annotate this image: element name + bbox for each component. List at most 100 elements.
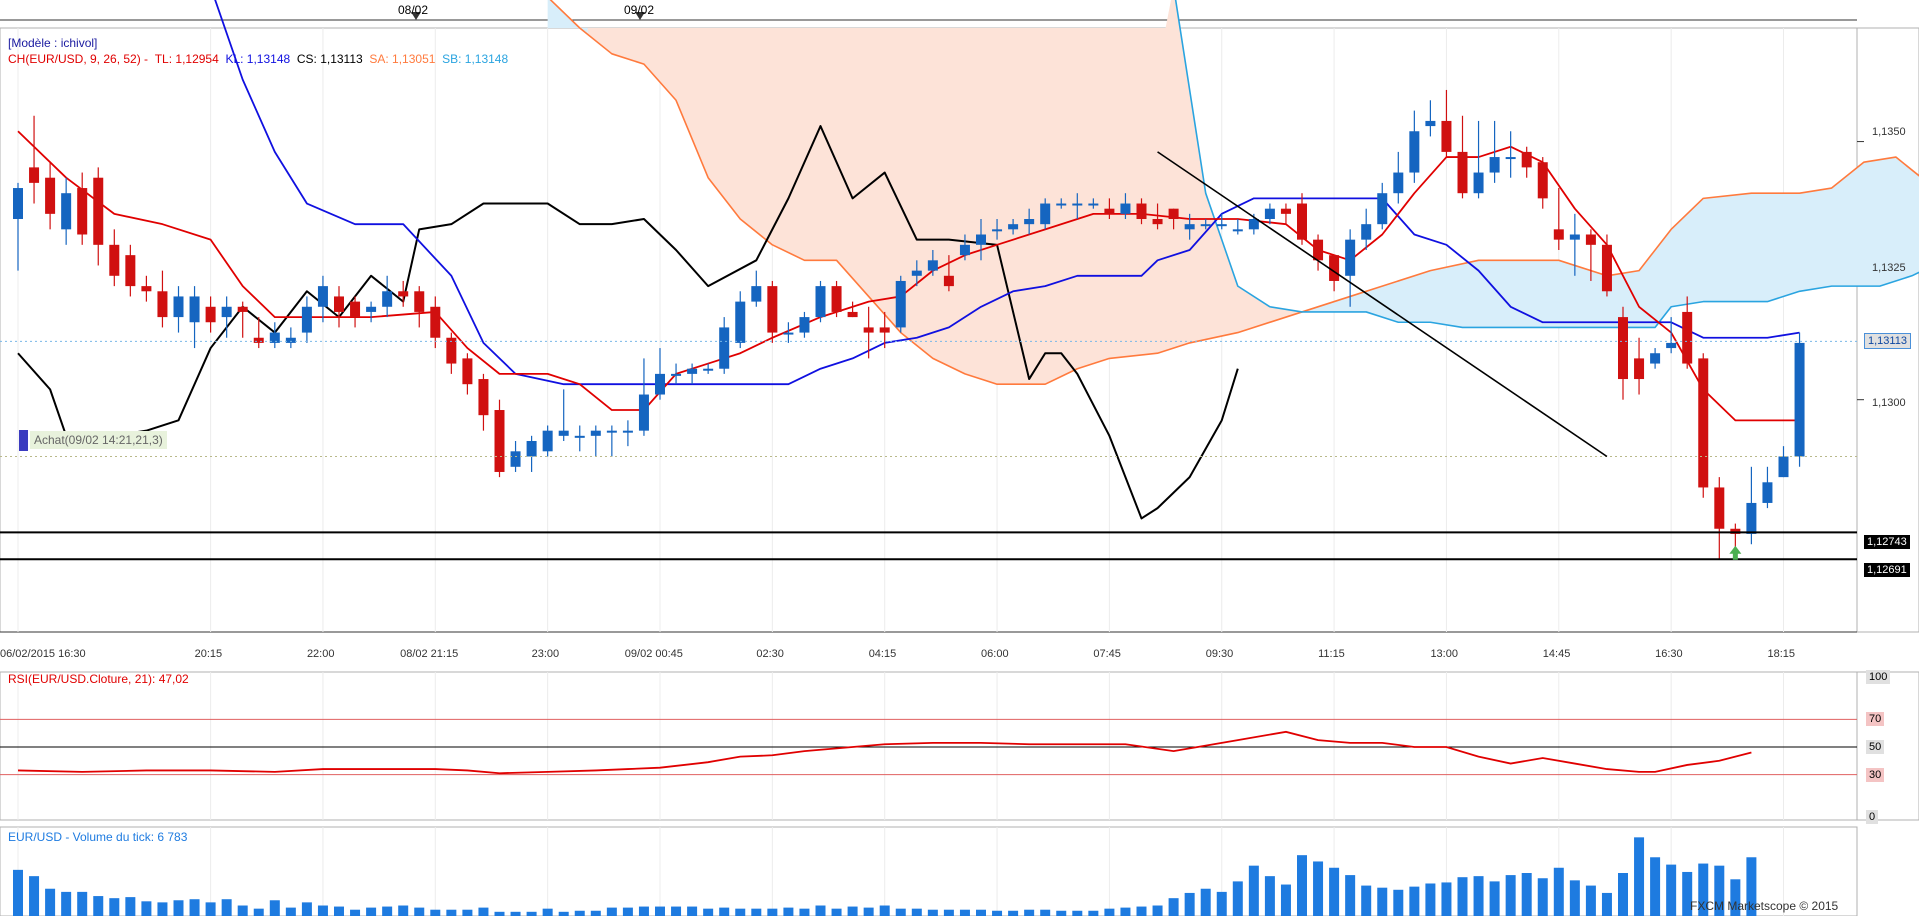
volume-bar bbox=[205, 902, 216, 916]
volume-bar bbox=[815, 905, 826, 916]
candle-body bbox=[1232, 229, 1243, 232]
candle-body bbox=[446, 337, 457, 364]
candle-body bbox=[1746, 502, 1757, 534]
volume-bar bbox=[1553, 867, 1564, 916]
candle-body bbox=[45, 177, 56, 214]
session-marker-0902: 09/02 bbox=[624, 3, 655, 17]
candle-body bbox=[1682, 311, 1693, 364]
candle-body bbox=[542, 430, 553, 452]
volume-bar bbox=[1280, 884, 1291, 916]
price-tick: 1,1300 bbox=[1872, 397, 1906, 409]
volume-bar bbox=[1088, 910, 1099, 916]
volume-bar bbox=[590, 910, 601, 916]
volume-bar bbox=[317, 905, 328, 916]
candle-body bbox=[1040, 203, 1051, 225]
time-tick-label: 07:45 bbox=[1093, 648, 1121, 660]
candle-body bbox=[1650, 353, 1661, 364]
volume-bar bbox=[976, 909, 986, 916]
volume-bar bbox=[831, 908, 842, 916]
time-tick-label: 06:00 bbox=[981, 648, 1009, 660]
candle-body bbox=[1634, 358, 1645, 380]
volume-bar bbox=[1040, 909, 1051, 916]
time-tick-label: 23:00 bbox=[531, 648, 560, 660]
candle-body bbox=[1569, 234, 1580, 240]
volume-bar bbox=[61, 891, 72, 916]
time-tick-label: 13:00 bbox=[1430, 648, 1458, 660]
candle-body bbox=[1056, 203, 1067, 206]
candle-body bbox=[301, 306, 312, 333]
buy-arrow-icon bbox=[1729, 545, 1742, 560]
span-a-value: SA: 1,13051 bbox=[369, 52, 436, 66]
candle-body bbox=[157, 291, 168, 318]
candle-body bbox=[1601, 244, 1612, 292]
candle-body bbox=[1313, 239, 1324, 261]
candle-body bbox=[1184, 224, 1195, 230]
volume-bar bbox=[1537, 878, 1548, 916]
candle-body bbox=[141, 286, 152, 292]
volume-bar bbox=[542, 908, 553, 916]
candle-body bbox=[1329, 255, 1340, 281]
candle-body bbox=[1216, 224, 1227, 227]
volume-bar bbox=[1232, 881, 1243, 916]
volume-bar bbox=[1377, 887, 1388, 916]
candle-body bbox=[847, 311, 858, 318]
rsi-line bbox=[17, 730, 1752, 775]
volume-bar bbox=[783, 907, 794, 916]
tenkan-value: TL: 1,12954 bbox=[154, 52, 219, 66]
candle-body bbox=[687, 368, 698, 374]
candle-body bbox=[911, 270, 922, 276]
rsi-level-tag: 70 bbox=[1866, 712, 1885, 726]
volume-bar bbox=[1200, 888, 1211, 916]
session-marker-triangle bbox=[635, 12, 645, 20]
candle-body bbox=[1280, 208, 1291, 214]
candle-body bbox=[799, 317, 810, 333]
time-tick-label: 02:30 bbox=[756, 648, 784, 660]
kijun-value: KL: 1,13148 bbox=[225, 52, 291, 66]
volume-bar bbox=[1618, 873, 1628, 916]
candle-body bbox=[1714, 487, 1725, 529]
candle-body bbox=[1537, 162, 1548, 199]
candle-body bbox=[622, 430, 633, 433]
volume-bar bbox=[767, 908, 778, 916]
candle-body bbox=[638, 394, 649, 431]
candle-body bbox=[350, 301, 361, 318]
volume-bar bbox=[606, 907, 617, 916]
chikou-value: CS: 1,13113 bbox=[296, 52, 363, 66]
candle-body bbox=[1409, 131, 1420, 173]
candle-body bbox=[1008, 224, 1019, 230]
volume-bar bbox=[1682, 871, 1693, 916]
candle-body bbox=[879, 327, 890, 333]
candle-body bbox=[671, 373, 682, 376]
volume-bar bbox=[911, 908, 922, 916]
candle-body bbox=[366, 306, 377, 312]
volume-bar bbox=[671, 906, 682, 916]
volume-bar bbox=[301, 902, 312, 916]
volume-bar bbox=[1056, 910, 1067, 916]
volume-bar bbox=[1698, 863, 1709, 916]
rsi-level-tag: 30 bbox=[1866, 768, 1885, 782]
volume-bar bbox=[1489, 881, 1500, 916]
candle-body bbox=[1361, 224, 1372, 240]
candle-body bbox=[751, 286, 762, 302]
candle-body bbox=[526, 440, 537, 457]
candle-body bbox=[1698, 358, 1709, 488]
volume-bar bbox=[1714, 865, 1725, 916]
rsi-level-tag: 50 bbox=[1866, 740, 1885, 754]
volume-bar bbox=[622, 907, 633, 916]
volume-bar bbox=[719, 907, 730, 916]
candle-body bbox=[1489, 157, 1500, 173]
volume-bar bbox=[1601, 892, 1612, 916]
candle-body bbox=[1441, 120, 1452, 152]
candle-body bbox=[77, 188, 88, 235]
volume-bar bbox=[1746, 857, 1757, 916]
candle-body bbox=[976, 234, 986, 245]
candle-body bbox=[1377, 193, 1388, 225]
candle-body bbox=[317, 286, 328, 307]
volume-bar bbox=[1585, 885, 1596, 916]
volume-title: EUR/USD - Volume du tick: 6 783 bbox=[8, 830, 188, 844]
senkou-span-b-line bbox=[1174, 0, 1919, 329]
signal-label: Achat(09/02 14:21,21,3) bbox=[30, 431, 167, 449]
candle-body bbox=[1473, 172, 1484, 194]
candle-body bbox=[1168, 208, 1179, 220]
